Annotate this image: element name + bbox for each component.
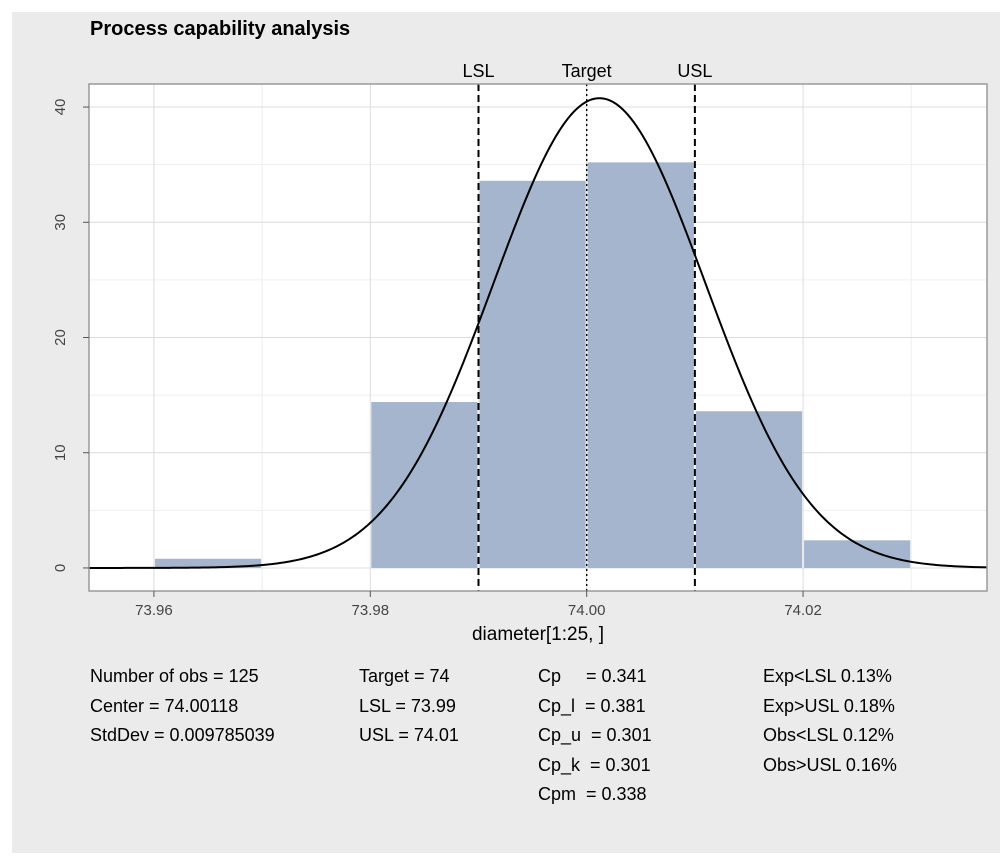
- y-tick-label: 10: [52, 444, 69, 461]
- spec-label-lsl: LSL: [462, 61, 494, 81]
- stat-col4-line: Obs<LSL 0.12%: [763, 725, 894, 745]
- stat-col3-line: Cpm = 0.338: [538, 784, 647, 804]
- y-tick-label: 20: [52, 329, 69, 346]
- histogram-bar: [587, 162, 694, 568]
- figure-background: Process capability analysis LSL Target USL…: [12, 12, 1000, 853]
- stat-col3-line: Cp_k = 0.301: [538, 754, 651, 775]
- histogram-bar: [695, 411, 803, 568]
- x-tick-label: 74.02: [784, 602, 822, 619]
- x-tick-label: 74.00: [568, 602, 606, 619]
- histogram-bar: [479, 180, 586, 568]
- stat-col3-line: Cp = 0.341: [538, 666, 647, 686]
- spec-label-target: Target: [562, 61, 612, 81]
- stat-col4-line: Exp>USL 0.18%: [763, 695, 895, 716]
- chart-title: Process capability analysis: [90, 18, 351, 40]
- y-tick-label: 40: [52, 99, 69, 116]
- stat-col2-line: LSL = 73.99: [359, 695, 456, 716]
- stat-col1-line: Center = 74.00118: [90, 695, 239, 716]
- stat-col3-line: Cp_u = 0.301: [538, 725, 652, 745]
- spec-label-usl: USL: [677, 61, 712, 81]
- plot: LSL Target USL 0 10 20 30 40 73.96 73.98 74.00 74.0…: [52, 61, 988, 645]
- y-tick-label: 30: [52, 214, 69, 231]
- histogram-bar: [154, 558, 262, 568]
- stat-col1-line: Number of obs = 125: [90, 666, 259, 686]
- stat-col4-line: Obs>USL 0.16%: [763, 754, 897, 775]
- normal-density-curve: [89, 97, 988, 569]
- y-tick-label: 0: [52, 564, 69, 572]
- stat-col3-line: Cp_l = 0.381: [538, 695, 646, 716]
- histogram-bar: [804, 540, 911, 568]
- stat-col2-line: Target = 74: [359, 666, 450, 686]
- x-tick-label: 73.98: [352, 602, 390, 619]
- x-tick-label: 73.96: [135, 602, 173, 619]
- stat-col1-line: StdDev = 0.009785039: [90, 725, 275, 745]
- stat-col4-line: Exp<LSL 0.13%: [763, 666, 892, 686]
- x-axis-title: diameter[1:25, ]: [472, 624, 604, 645]
- histogram-bar: [371, 402, 478, 568]
- stat-col2-line: USL = 74.01: [359, 725, 459, 745]
